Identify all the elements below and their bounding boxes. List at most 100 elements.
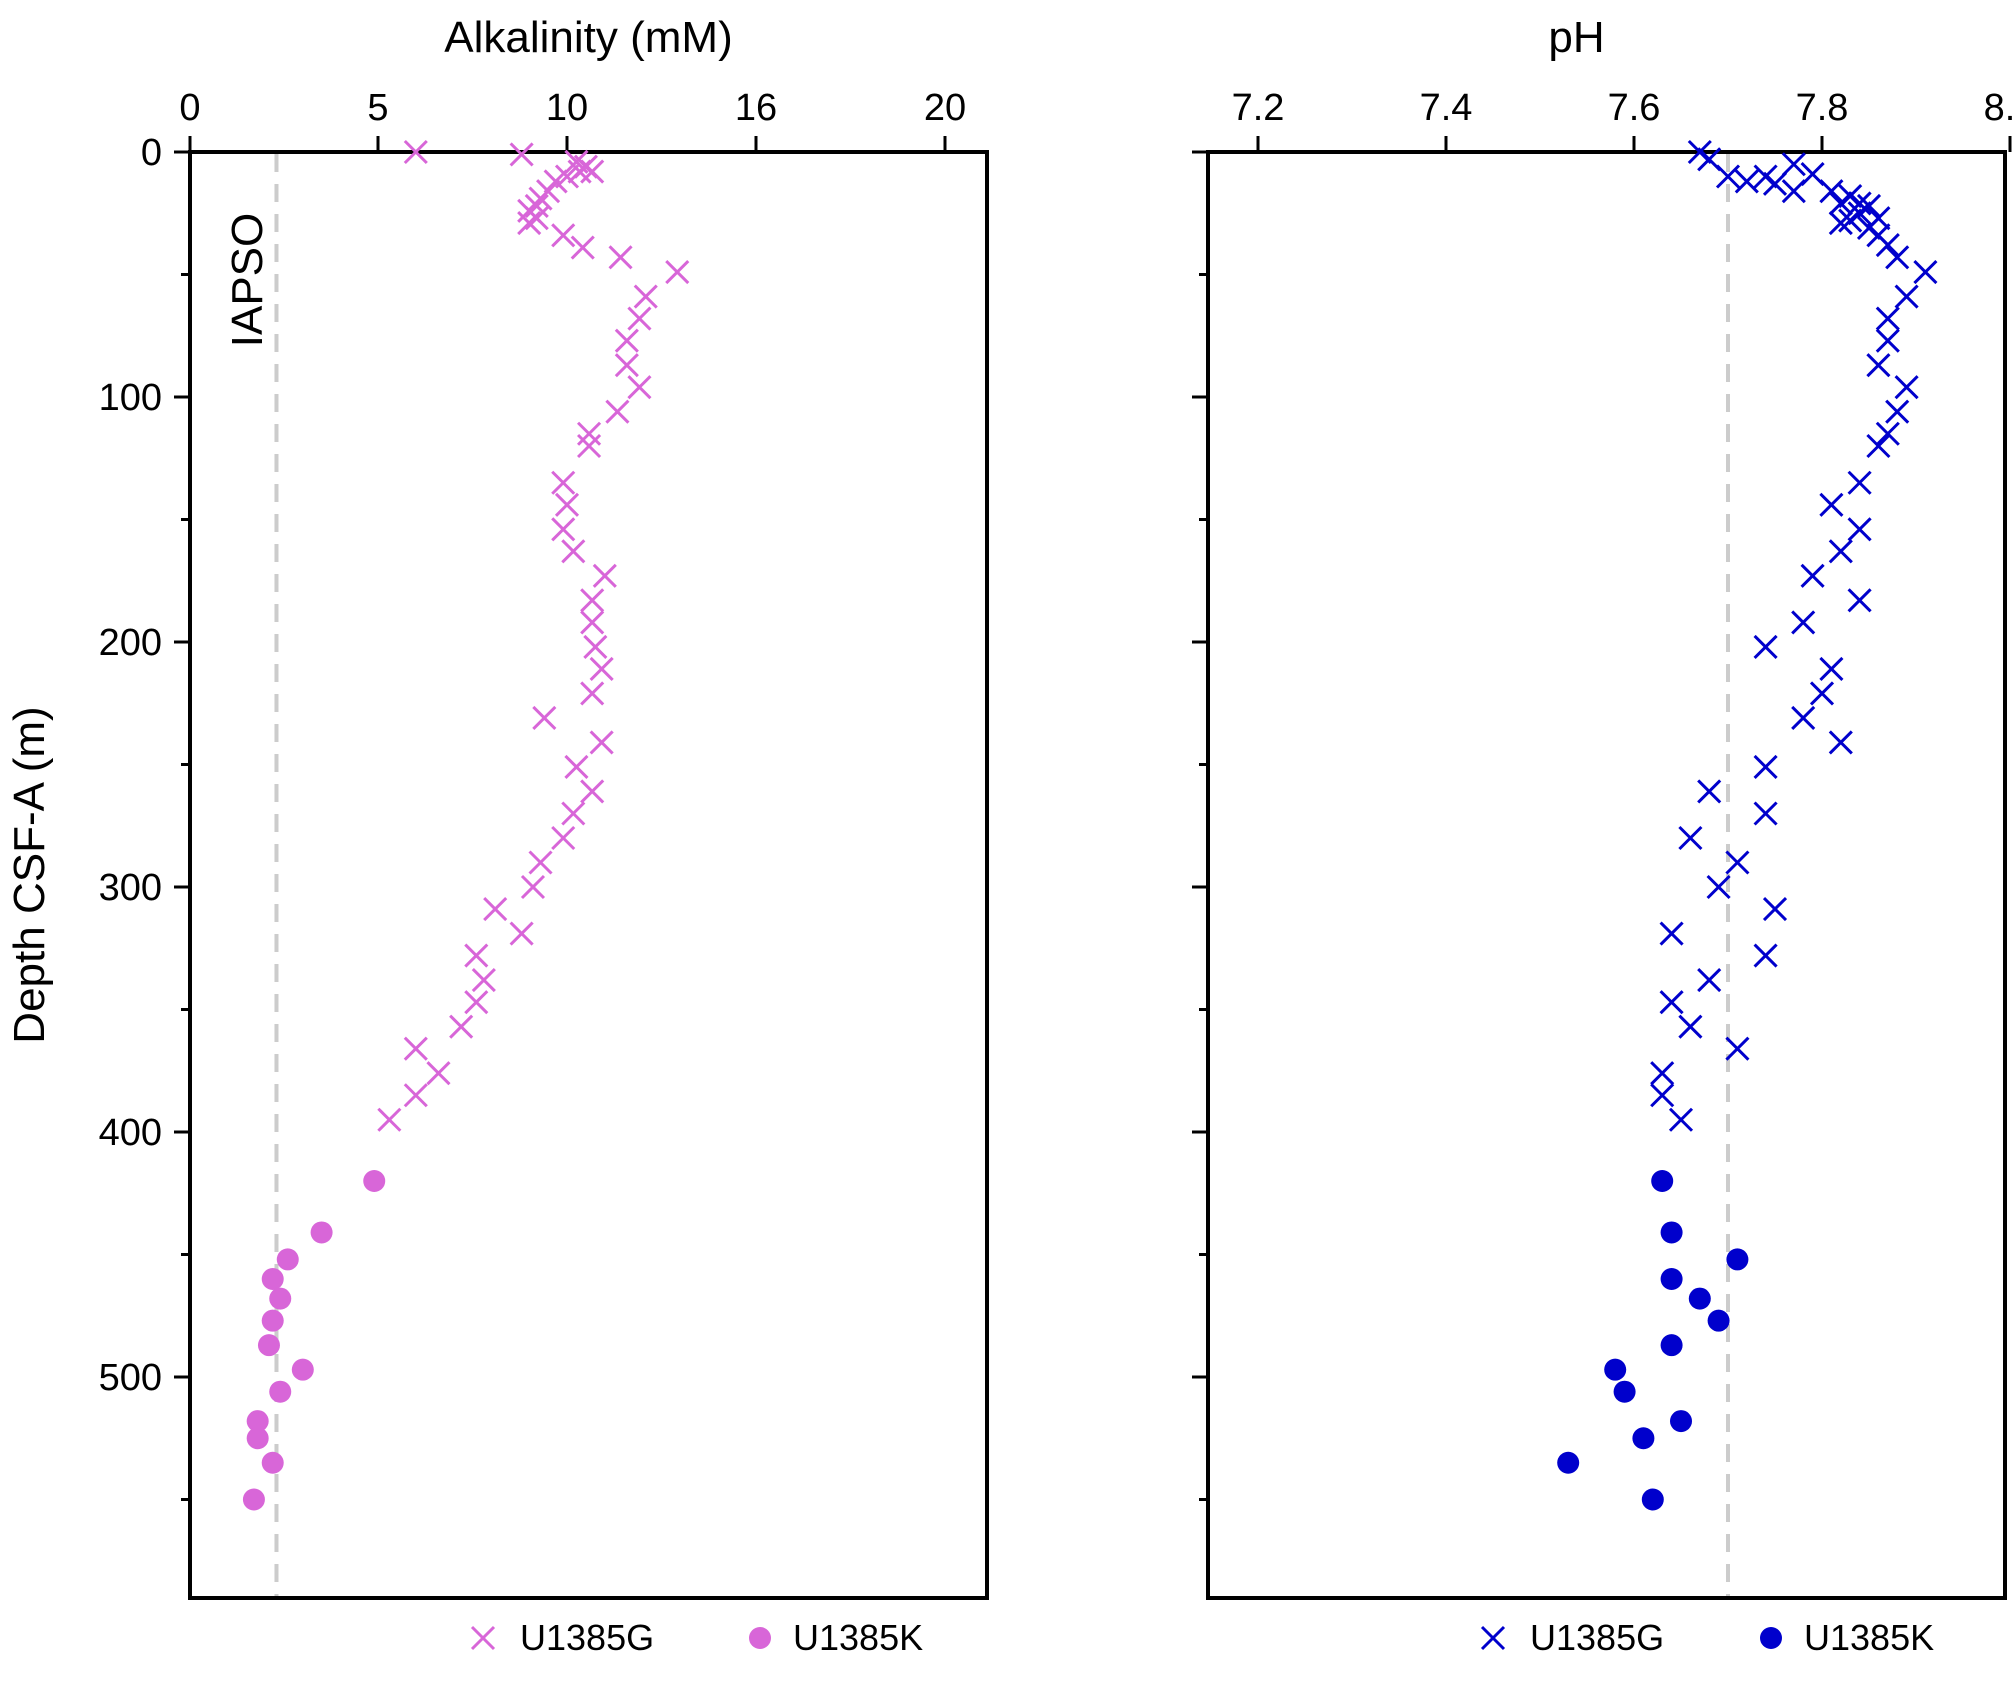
data-point-x: [483, 896, 508, 922]
data-point-x: [1753, 754, 1778, 780]
y-tick-label: 0: [141, 132, 162, 174]
data-point-x: [627, 375, 652, 400]
x-tick-label: 7.6: [1608, 87, 1661, 129]
data-point-x: [1734, 169, 1759, 194]
data-point-x: [1819, 492, 1844, 517]
data-point-x: [1847, 517, 1872, 542]
data-point-circle: [261, 1268, 284, 1290]
x-tick-label: 10: [546, 87, 588, 129]
data-point-x: [464, 943, 489, 968]
data-point-x: [551, 825, 576, 851]
data-point-x: [551, 470, 576, 495]
series-U1385G: [377, 139, 690, 1132]
data-point-x: [1650, 1083, 1675, 1108]
data-point-x: [589, 656, 614, 682]
data-point-x: [580, 610, 605, 635]
data-point-x: [1762, 896, 1788, 922]
data-point-x: [1866, 433, 1891, 459]
data-point-x: [517, 210, 542, 236]
data-point-circle: [261, 1309, 284, 1332]
data-point-x: [608, 245, 633, 270]
data-point-x: [1697, 968, 1722, 993]
data-point-x: [580, 588, 605, 613]
x-tick-label: 0: [179, 87, 200, 129]
x-tick-label: 16: [735, 87, 777, 129]
data-point-x: [580, 779, 605, 804]
data-point-x: [1668, 1107, 1694, 1132]
data-point-x: [1697, 779, 1722, 804]
data-point-x: [1828, 730, 1853, 755]
data-point-x: [589, 730, 614, 755]
data-point-circle: [1726, 1248, 1749, 1271]
data-point-x: [564, 754, 589, 780]
data-point-x: [1875, 233, 1900, 258]
plot-frame: [188, 150, 989, 1600]
data-point-x: [403, 1036, 428, 1061]
y-tick-label: 300: [99, 867, 162, 909]
data-point-x: [627, 306, 652, 331]
y-tick-label: 500: [99, 1357, 162, 1399]
data-point-x: [633, 284, 658, 309]
data-point-x: [1894, 375, 1919, 400]
data-point-x: [509, 142, 534, 167]
data-point-circle: [1660, 1221, 1683, 1244]
data-point-x: [1659, 990, 1684, 1015]
data-point-x: [1847, 191, 1872, 216]
data-point-x: [551, 223, 576, 248]
x-axis-title: Alkalinity (mM): [444, 13, 732, 62]
data-point-x: [1838, 208, 1863, 233]
data-point-circle: [1707, 1309, 1730, 1332]
data-point-x: [1781, 152, 1806, 177]
data-point-x: [532, 705, 557, 731]
data-point-x: [1715, 164, 1741, 189]
data-point-x: [1678, 825, 1703, 851]
data-point-x: [1650, 1061, 1675, 1086]
legend-label: U1385G: [1530, 1617, 1664, 1658]
x-tick-label: 5: [367, 87, 388, 129]
x-tick-label: 7.8: [1796, 87, 1849, 129]
data-point-x: [1809, 681, 1835, 706]
data-point-x: [1847, 470, 1872, 495]
data-point-x: [426, 1061, 451, 1086]
data-point-circle: [1688, 1287, 1711, 1310]
legend-marker-x: [1480, 1625, 1506, 1651]
data-point-x: [561, 539, 586, 564]
data-point-x: [1828, 210, 1853, 236]
data-point-x: [554, 492, 580, 517]
data-point-x: [1781, 179, 1806, 204]
data-point-x: [1875, 421, 1900, 446]
data-point-x: [1847, 588, 1872, 613]
data-point-x: [580, 681, 605, 706]
data-point-x: [1706, 874, 1731, 900]
data-point-x: [524, 193, 549, 218]
data-point-circle: [291, 1358, 314, 1381]
data-point-circle: [1660, 1268, 1683, 1290]
legend-label: U1385G: [520, 1617, 654, 1658]
data-point-circle: [1604, 1358, 1627, 1381]
y-axis-title: Depth CSF-A (m): [5, 706, 54, 1043]
data-point-circle: [246, 1427, 269, 1450]
data-point-circle: [276, 1248, 299, 1271]
data-point-x: [1885, 399, 1910, 424]
data-point-x: [605, 399, 630, 424]
data-point-x: [403, 1083, 428, 1108]
data-point-x: [471, 968, 496, 993]
data-point-x: [1659, 921, 1684, 946]
data-point-x: [528, 850, 553, 875]
data-point-circle: [1557, 1451, 1580, 1474]
data-point-circle: [246, 1410, 269, 1433]
data-point-circle: [363, 1170, 386, 1192]
y-tick-label: 200: [99, 622, 162, 664]
data-point-circle: [1613, 1380, 1636, 1403]
series-U1385K: [242, 1170, 386, 1511]
data-point-x: [1828, 539, 1853, 564]
data-point-circle: [257, 1334, 280, 1357]
data-point-x: [1828, 191, 1853, 216]
data-point-x: [1913, 259, 1938, 285]
x-tick-label: 20: [924, 87, 966, 129]
data-point-x: [576, 433, 602, 459]
data-point-x: [580, 159, 605, 184]
data-point-x: [1875, 328, 1900, 353]
x-tick-label: 7.2: [1232, 87, 1285, 129]
